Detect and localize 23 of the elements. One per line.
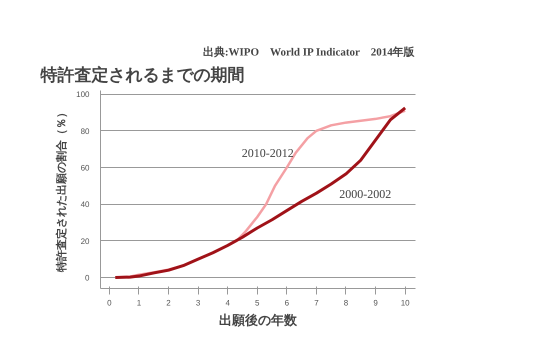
x-tick-label: 7 <box>314 298 320 308</box>
series-label: 2000-2002 <box>339 187 392 201</box>
x-tick-label: 10 <box>400 298 410 308</box>
y-tick-label: 20 <box>80 236 90 246</box>
x-tick-label: 5 <box>255 298 260 308</box>
y-axis-title: 特許査定された出願の割合（％） <box>55 107 68 273</box>
x-axis-title: 出願後の年数 <box>219 312 298 328</box>
y-tick-label: 100 <box>76 90 90 100</box>
x-tick-label: 2 <box>166 298 172 308</box>
x-tick-label: 6 <box>284 298 290 308</box>
x-tick-label: 4 <box>225 298 230 308</box>
source-note: 出典:WIPO World IP Indicator 2014年版 <box>202 46 416 58</box>
series-label: 2010-2012 <box>242 146 294 160</box>
x-tick-label: 0 <box>107 298 112 308</box>
chart-title: 特許査定されるまでの期間 <box>40 66 244 86</box>
y-tick-label: 0 <box>85 274 90 282</box>
x-tick-label: 1 <box>136 298 142 308</box>
x-tick-label: 8 <box>344 298 349 308</box>
y-tick-label: 40 <box>80 200 90 210</box>
y-tick-label: 80 <box>80 126 90 136</box>
x-tick-label: 3 <box>196 298 201 308</box>
x-tick-label: 9 <box>373 298 378 308</box>
y-tick-label: 60 <box>80 164 90 172</box>
